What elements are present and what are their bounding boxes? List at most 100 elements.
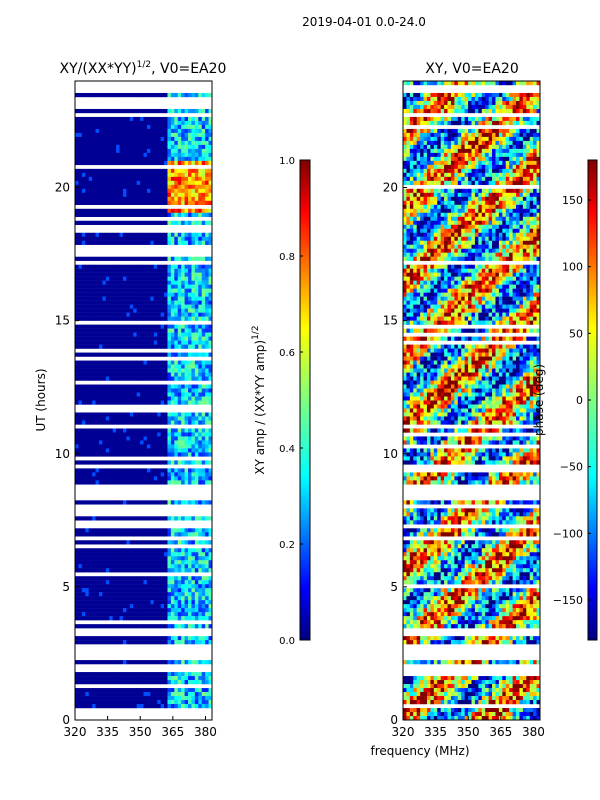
heatmap-cell <box>420 144 424 150</box>
heatmap-cell <box>119 660 124 665</box>
heatmap-cell <box>81 596 86 601</box>
heatmap-cell <box>126 268 131 273</box>
heatmap-cell <box>105 156 110 162</box>
heatmap-cell <box>81 616 86 621</box>
heatmap-cell <box>174 148 179 154</box>
heatmap-cell <box>208 256 213 261</box>
heatmap-cell <box>164 300 168 305</box>
heatmap-cell <box>177 156 182 162</box>
heatmap-cell <box>160 272 165 277</box>
heatmap-cell <box>153 232 158 237</box>
heatmap-cell <box>177 548 182 553</box>
amplitude-heatmap <box>75 92 213 709</box>
heatmap-cell <box>181 624 185 629</box>
heatmap-cell <box>177 460 182 465</box>
heatmap-cell <box>526 100 531 106</box>
heatmap-cell <box>177 704 182 709</box>
heatmap-cell <box>133 172 138 178</box>
heatmap-cell <box>136 600 141 605</box>
heatmap-cell <box>116 584 120 589</box>
heatmap-cell <box>116 116 120 122</box>
heatmap-cell <box>146 176 151 182</box>
heatmap-cell <box>122 340 127 345</box>
heatmap-cell <box>78 580 83 585</box>
heatmap-cell <box>188 672 192 677</box>
heatmap-cell <box>433 128 438 134</box>
heatmap-cell <box>133 124 138 130</box>
heatmap-cell <box>81 128 86 134</box>
heatmap-cell <box>188 332 192 337</box>
heatmap-cell <box>119 392 124 397</box>
heatmap-cell <box>136 388 141 393</box>
heatmap-cell <box>92 284 96 289</box>
heatmap-cell <box>153 168 158 174</box>
heatmap-cell <box>98 400 103 405</box>
heatmap-cell <box>109 452 114 457</box>
heatmap-cell <box>78 500 83 505</box>
heatmap-cell <box>88 200 93 205</box>
heatmap-cell <box>170 360 175 365</box>
heatmap-cell <box>181 132 185 138</box>
amplitude-title: XY/(XX*YY)1/2, V0=EA20 <box>60 60 227 77</box>
heatmap-cell <box>126 600 131 605</box>
heatmap-cell <box>170 280 175 285</box>
heatmap-cell <box>495 104 500 110</box>
heatmap-cell <box>102 312 107 317</box>
heatmap-cell <box>160 344 165 349</box>
heatmap-cell <box>133 276 138 281</box>
heatmap-cell <box>95 696 100 701</box>
heatmap-cell <box>440 148 445 154</box>
heatmap-cell <box>140 328 144 333</box>
heatmap-cell <box>133 300 138 305</box>
heatmap-cell <box>105 124 110 130</box>
heatmap-cell <box>105 144 110 150</box>
heatmap-cell <box>194 192 199 198</box>
heatmap-cell <box>129 296 134 301</box>
heatmap-cell <box>153 312 158 317</box>
heatmap-cell <box>95 360 100 365</box>
heatmap-cell <box>122 284 127 289</box>
heatmap-cell <box>174 428 179 433</box>
heatmap-cell <box>444 100 448 106</box>
heatmap-cell <box>177 688 182 693</box>
heatmap-cell <box>157 212 162 217</box>
heatmap-cell <box>98 560 103 565</box>
heatmap-cell <box>105 324 110 329</box>
heatmap-cell <box>153 344 158 349</box>
heatmap-cell <box>136 312 141 317</box>
heatmap-cell <box>177 448 182 453</box>
heatmap-cell <box>167 400 172 405</box>
heatmap-cell <box>201 596 206 601</box>
heatmap-cell <box>92 704 96 709</box>
heatmap-cell <box>78 272 83 277</box>
heatmap-cell <box>174 568 179 573</box>
heatmap-cell <box>194 704 199 709</box>
heatmap-cell <box>198 120 203 126</box>
heatmap-cell <box>181 392 185 397</box>
heatmap-cell <box>201 288 206 293</box>
heatmap-cell <box>81 448 86 453</box>
heatmap-cell <box>191 528 196 533</box>
heatmap-cell <box>174 612 179 617</box>
heatmap-cell <box>188 600 192 605</box>
heatmap-cell <box>78 452 83 457</box>
heatmap-cell <box>188 376 192 381</box>
heatmap-cell <box>75 688 79 693</box>
heatmap-cell <box>184 580 189 585</box>
heatmap-cell <box>129 340 134 345</box>
heatmap-cell <box>184 324 189 329</box>
heatmap-cell <box>481 120 486 126</box>
heatmap-cell <box>177 268 182 273</box>
heatmap-cell <box>116 200 120 205</box>
heatmap-cell <box>481 144 486 150</box>
heatmap-cell <box>78 120 83 126</box>
heatmap-cell <box>122 416 127 421</box>
heatmap-cell <box>112 360 117 365</box>
heatmap-cell <box>98 276 103 281</box>
heatmap-cell <box>136 596 141 601</box>
heatmap-cell <box>191 540 196 545</box>
heatmap-cell <box>409 108 414 114</box>
heatmap-cell <box>119 676 124 681</box>
heatmap-cell <box>153 308 158 313</box>
heatmap-cell <box>188 108 192 114</box>
